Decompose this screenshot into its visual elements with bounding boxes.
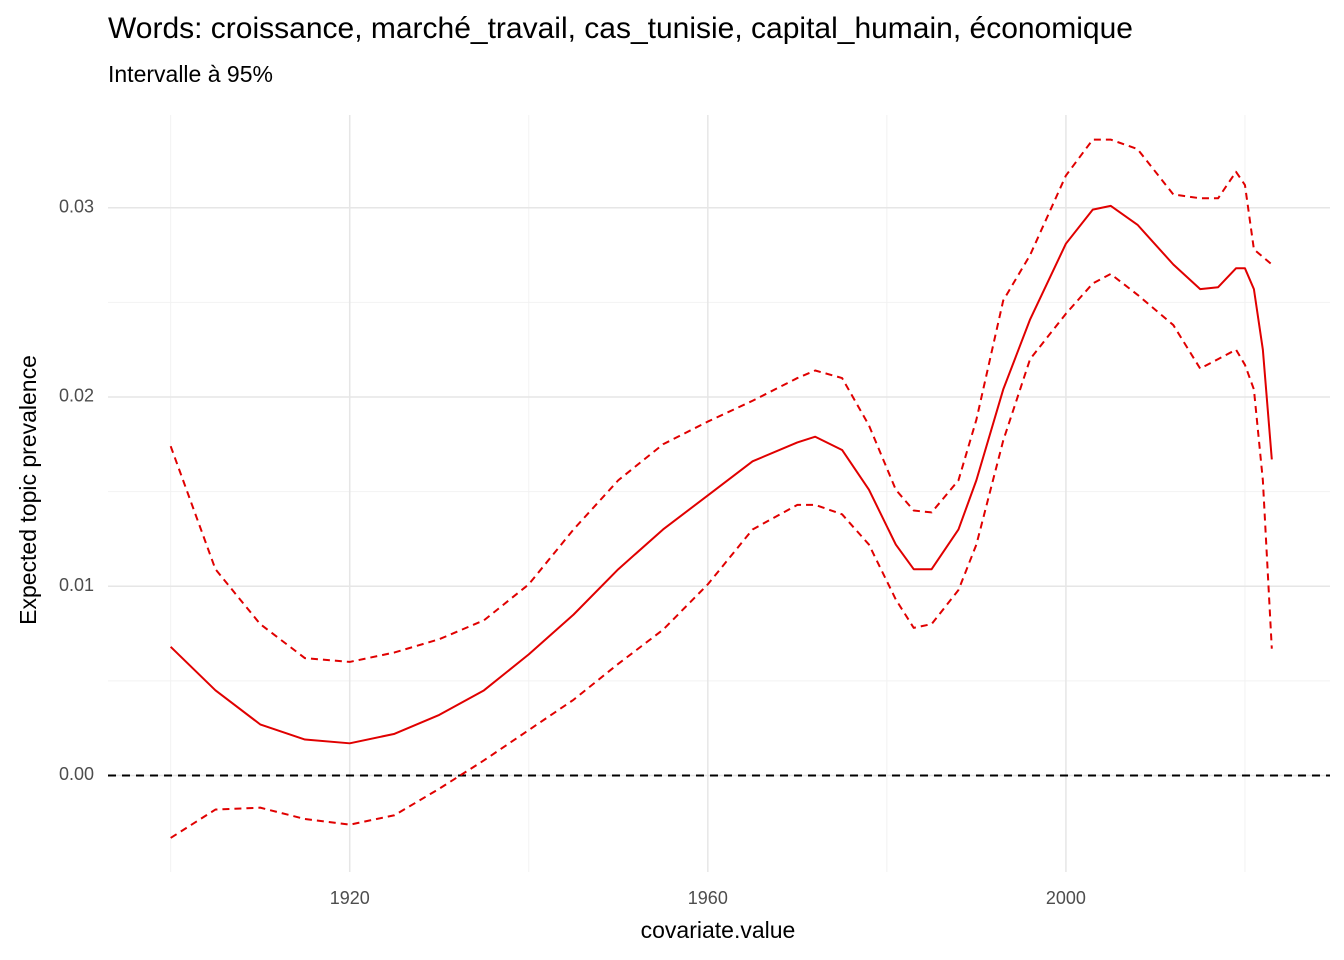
chart-title: Words: croissance, marché_travail, cas_t… [108, 12, 1133, 45]
series-line [169, 138, 1273, 663]
y-axis-label: Expected topic prevalence [15, 355, 41, 625]
y-tick-label: 0.01 [59, 575, 94, 595]
x-tick-label: 1960 [688, 888, 728, 908]
chart-subtitle: Intervalle à 95% [108, 61, 273, 87]
x-tick-label: 1920 [330, 888, 370, 908]
series-line [170, 272, 1273, 839]
y-tick-label: 0.02 [59, 386, 94, 406]
y-tick-label: 0.00 [59, 764, 94, 784]
x-axis-label: covariate.value [641, 917, 796, 943]
y-tick-label: 0.03 [59, 196, 94, 216]
x-tick-label: 2000 [1046, 888, 1086, 908]
series-line [169, 204, 1273, 745]
